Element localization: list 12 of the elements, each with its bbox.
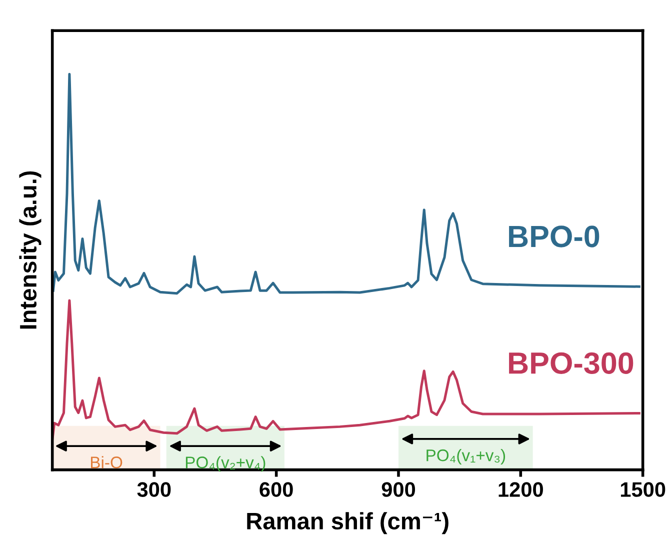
series-label: BPO-300 — [509, 352, 634, 374]
x-tick-label: 900 — [382, 482, 416, 497]
band-label: PO₄(v₂+v₄) — [186, 456, 266, 472]
x-tick-label: 1200 — [498, 482, 543, 497]
x-tick-label: 1500 — [620, 482, 666, 497]
x-tick-label: 600 — [260, 482, 293, 497]
band-label: Bi-O — [90, 456, 122, 468]
band-label: PO₄(v₁+v₃) — [426, 448, 506, 465]
y-axis-title: Intensity (a.u.) — [19, 171, 42, 329]
series-label: BPO-0 — [509, 226, 600, 248]
x-tick-label: 300 — [137, 482, 171, 497]
x-axis-title: Raman shif (cm⁻¹) — [247, 512, 448, 534]
